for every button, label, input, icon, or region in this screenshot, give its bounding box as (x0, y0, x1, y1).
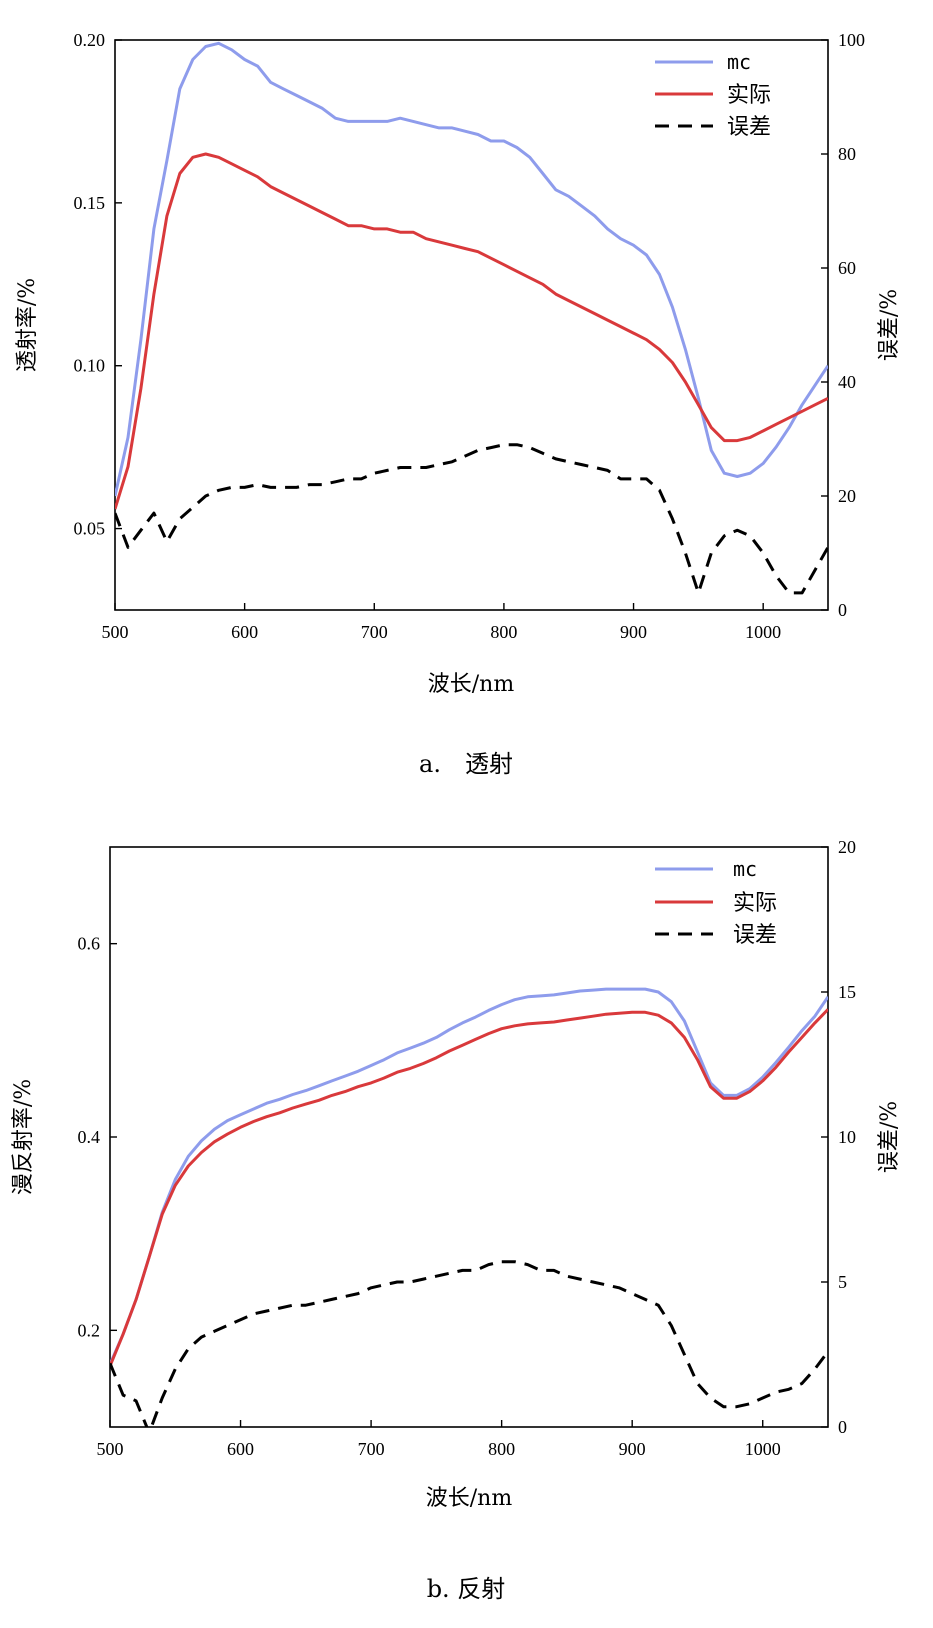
x-axis-label: 波长/nm (428, 672, 515, 697)
y2-tick-label: 100 (838, 30, 865, 50)
x-tick-label: 1000 (745, 622, 781, 642)
legend-label-mc: mc (727, 50, 751, 74)
legend-label-actual: 实际 (733, 891, 777, 916)
x-tick-label: 800 (490, 622, 517, 642)
y2-tick-label: 40 (838, 372, 856, 392)
y2-tick-label: 20 (838, 486, 856, 506)
x-tick-label: 500 (102, 622, 129, 642)
series-line-actual (115, 152, 828, 510)
series-line-actual (110, 1008, 828, 1367)
plot-frame-transmission (114, 39, 829, 611)
x-tick-label: 600 (231, 622, 258, 642)
y-tick-label: 0.6 (78, 934, 101, 954)
plot-frame-reflection (109, 846, 829, 1428)
series-line-error (115, 443, 828, 595)
y-axis-label: 透射率/% (15, 278, 40, 372)
y2-axis-label: 误差/% (877, 289, 902, 361)
series-line-mc (110, 987, 828, 1365)
y2-tick-label: 0 (838, 1417, 847, 1437)
chart-transmission: 500 600 700 800 900 1000 0.05 0.10 0.15 0.20 0 20 40… (15, 30, 902, 778)
legend-label-mc: mc (733, 857, 757, 881)
y2-tick-label: 15 (838, 982, 856, 1002)
x-tick-label: 700 (358, 1439, 385, 1459)
x-tick-label: 600 (227, 1439, 254, 1459)
legend-transmission: mc 实际 误差 (655, 50, 771, 140)
series-line-error (110, 1260, 828, 1427)
x-tick-label: 700 (361, 622, 388, 642)
x-axis-label: 波长/nm (426, 1486, 513, 1511)
y2-axis-label: 误差/% (877, 1101, 902, 1173)
y2-tick-label: 80 (838, 144, 856, 164)
x-tick-label: 1000 (745, 1439, 781, 1459)
series-line-mc (115, 41, 828, 497)
y-tick-label: 0.20 (74, 30, 106, 50)
legend-label-actual: 实际 (727, 83, 771, 108)
y-tick-label: 0.05 (74, 519, 106, 539)
y2-tick-label: 60 (838, 258, 856, 278)
x-tick-label: 800 (488, 1439, 515, 1459)
legend-label-error: 误差 (733, 923, 777, 948)
y-axis-label: 漫反射率/% (11, 1079, 36, 1195)
caption-transmission: a. 透射 (419, 750, 513, 778)
caption-reflection: b. 反射 (427, 1575, 506, 1603)
x-tick-label: 900 (619, 1439, 646, 1459)
y2-tick-label: 0 (838, 600, 847, 620)
y-tick-label: 0.15 (74, 193, 106, 213)
chart-marks-transmission: 500 600 700 800 900 1000 0.05 0.10 0.15 0.20 0 20 40… (74, 30, 866, 642)
y2-tick-label: 5 (838, 1272, 847, 1292)
chart-reflection: 500 600 700 800 900 1000 0.2 0.4 0.6 0 5 10 15 20 mc … (11, 837, 902, 1603)
y-tick-label: 0.4 (78, 1127, 101, 1147)
y2-tick-label: 20 (838, 837, 856, 857)
y-tick-label: 0.2 (78, 1320, 101, 1340)
legend-label-error: 误差 (727, 115, 771, 140)
x-tick-label: 900 (620, 622, 647, 642)
legend-reflection: mc 实际 误差 (655, 857, 777, 948)
y-tick-label: 0.10 (74, 356, 106, 376)
y2-tick-label: 10 (838, 1127, 856, 1147)
chart-marks-reflection: 500 600 700 800 900 1000 0.2 0.4 0.6 0 5 10 15 20 (78, 837, 857, 1459)
x-tick-label: 500 (97, 1439, 124, 1459)
